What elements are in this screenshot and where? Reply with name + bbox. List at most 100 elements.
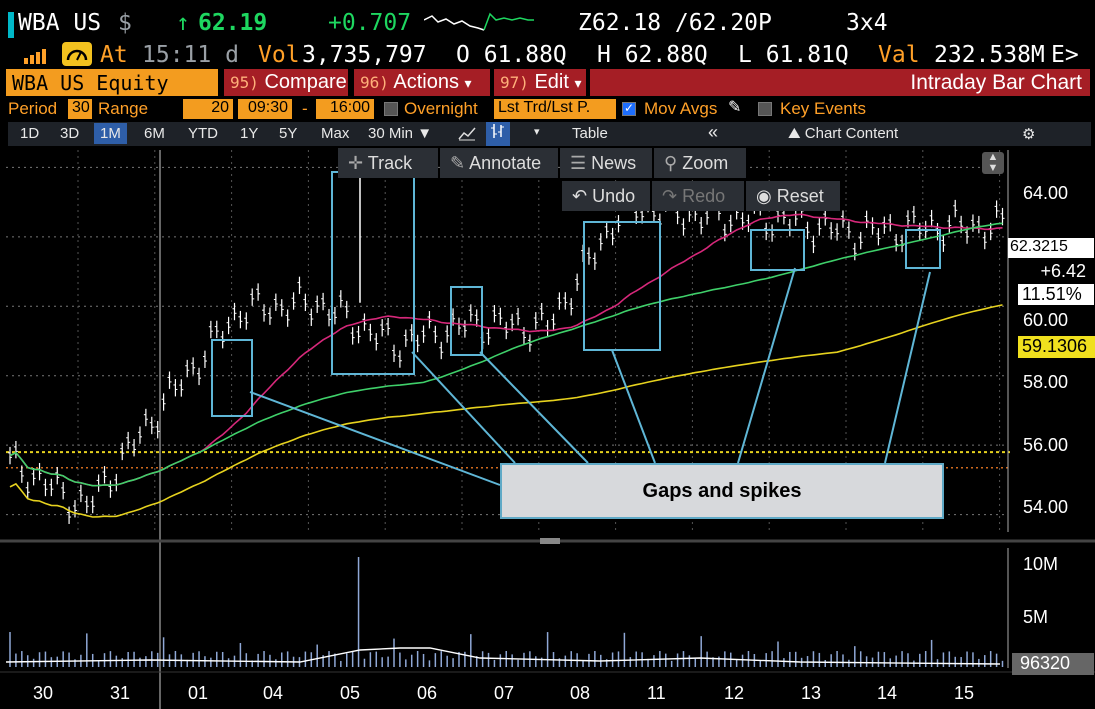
annotation-callout[interactable]: Gaps and spikes	[500, 463, 944, 519]
signal-bars-icon	[24, 48, 50, 64]
key-events-label: Key Events	[780, 99, 866, 118]
reset-icon: ◉	[756, 186, 772, 206]
time-dash: -	[302, 99, 308, 118]
range-1d[interactable]: 1D	[20, 125, 40, 142]
redo-icon: ↷	[662, 186, 678, 206]
interval-select[interactable]: 30 Min ▼	[368, 125, 433, 142]
sparkline-icon	[424, 12, 534, 31]
y-tick-54: 54.00	[1023, 497, 1069, 517]
bar-chart-icon[interactable]	[486, 122, 510, 146]
x-tick-04: 04	[263, 683, 284, 703]
ticker-symbol[interactable]: WBA US	[18, 10, 102, 36]
actions-button[interactable]: 96) Actions ▾	[354, 69, 490, 96]
moving-average-label: 59.1306	[1018, 336, 1095, 358]
magnifier-icon: ⚲	[664, 153, 678, 173]
reset-button[interactable]: ◉ Reset	[746, 181, 840, 211]
line-chart-icon[interactable]	[458, 125, 476, 145]
news-button[interactable]: ☰ News	[560, 148, 652, 178]
news-list-icon: ☰	[570, 153, 587, 173]
ticker-header: WBA US $ ↑ 62.19 +0.707 Z62.18 /62.20P 3…	[0, 0, 1095, 68]
start-time-input[interactable]: 09:30	[238, 99, 292, 119]
annotation-box	[331, 171, 415, 375]
panel-resize-handle	[540, 538, 560, 544]
period-input[interactable]: 30	[68, 99, 92, 119]
x-tick-12: 12	[724, 683, 745, 703]
x-tick-30: 30	[33, 683, 54, 703]
x-tick-13: 13	[801, 683, 822, 703]
range-1m[interactable]: 1M	[94, 123, 127, 144]
scroll-toggle-icon[interactable]: ▲ ▼	[982, 152, 1004, 174]
range-ytd[interactable]: YTD	[188, 125, 218, 142]
annotation-box	[750, 229, 805, 271]
range-input[interactable]: 20	[183, 99, 233, 119]
annotation-box	[583, 221, 661, 351]
y-tick-64: 64.00	[1023, 183, 1069, 203]
table-button[interactable]: Table	[572, 125, 608, 142]
news-label: News	[591, 153, 637, 173]
bid-ask: Z62.18 /62.20P	[578, 10, 772, 36]
traded-value: 232.538M	[934, 42, 1045, 68]
bid-ask-size: 3x4	[846, 10, 888, 36]
chart-content-icon: ⛰	[788, 125, 801, 142]
chart-content-button[interactable]: ⛰ Chart Content	[788, 125, 898, 142]
undo-icon: ↶	[572, 186, 588, 206]
range-1y[interactable]: 1Y	[240, 125, 259, 142]
volume-average-line	[5, 647, 1001, 665]
actions-num: 96)	[360, 73, 389, 92]
x-tick-08: 08	[570, 683, 591, 703]
range-6m[interactable]: 6M	[144, 125, 165, 142]
mov-avgs-label: Mov Avgs	[644, 99, 718, 118]
redo-button[interactable]: ↷ Redo	[652, 181, 744, 211]
compare-button[interactable]: 95) Compare	[224, 69, 348, 96]
y-tick-60: 60.00	[1023, 310, 1069, 330]
track-button[interactable]: ✛ Track	[338, 148, 438, 178]
annotation-connector	[884, 271, 931, 464]
x-tick-05: 05	[340, 683, 361, 703]
volume-last-label: 96320	[1012, 653, 1094, 675]
reset-label: Reset	[776, 186, 824, 206]
annotate-button[interactable]: ✎ Annotate	[440, 148, 558, 178]
vol-tick-5m: 5M	[1023, 607, 1049, 627]
last-price-label: 62.3215	[1008, 238, 1094, 258]
speedometer-icon[interactable]	[62, 42, 92, 66]
end-time-input[interactable]: 16:00	[316, 99, 374, 119]
exchange-indicator[interactable]: E>	[1051, 42, 1079, 68]
edit-button[interactable]: 97) Edit ▾	[494, 69, 586, 96]
price-chart[interactable]	[0, 146, 1095, 709]
x-tick-15: 15	[954, 683, 975, 703]
vol-label: Vol	[258, 42, 300, 68]
vol-tick-10m: 10M	[1023, 554, 1059, 574]
quote-time: 15:11 d	[142, 42, 239, 68]
annotate-label: Annotate	[469, 153, 542, 173]
undo-button[interactable]: ↶ Undo	[562, 181, 650, 211]
percent-change-label: 11.51%	[1018, 284, 1094, 305]
annotation-connector	[611, 349, 656, 464]
chart-type-dropdown-icon[interactable]: ▾	[534, 126, 540, 138]
annotation-connector	[737, 267, 796, 464]
actions-label: Actions	[393, 71, 459, 93]
price-change-label: +6.42	[1018, 261, 1094, 282]
security-field[interactable]: WBA US Equity	[6, 69, 218, 96]
annotation-box	[211, 339, 253, 417]
annotation-box	[450, 286, 483, 356]
edit-dropdown-icon: ▾	[574, 75, 582, 91]
annotation-connector	[249, 391, 501, 486]
x-tick-14: 14	[877, 683, 898, 703]
mov-avgs-checkbox[interactable]	[622, 101, 636, 116]
annotation-box	[905, 229, 941, 269]
range-5y[interactable]: 5Y	[279, 125, 298, 142]
gear-icon[interactable]: ⚙	[1022, 126, 1036, 143]
moving-average-long	[9, 304, 1003, 518]
pencil-icon[interactable]: ✎	[728, 99, 742, 116]
range-max[interactable]: Max	[321, 125, 350, 142]
last-trade-select[interactable]: Lst Trd/Lst P.	[494, 99, 616, 119]
x-tick-07: 07	[494, 683, 515, 703]
range-3d[interactable]: 3D	[60, 125, 80, 142]
low-price: L 61.81Q	[738, 42, 849, 68]
collapse-icon[interactable]: «	[708, 122, 719, 142]
open-price: O 61.88Q	[456, 42, 567, 68]
overnight-checkbox[interactable]	[384, 102, 398, 116]
zoom-button[interactable]: ⚲ Zoom	[654, 148, 746, 178]
key-events-checkbox[interactable]	[758, 102, 772, 116]
pencil-annotate-icon: ✎	[450, 153, 466, 173]
